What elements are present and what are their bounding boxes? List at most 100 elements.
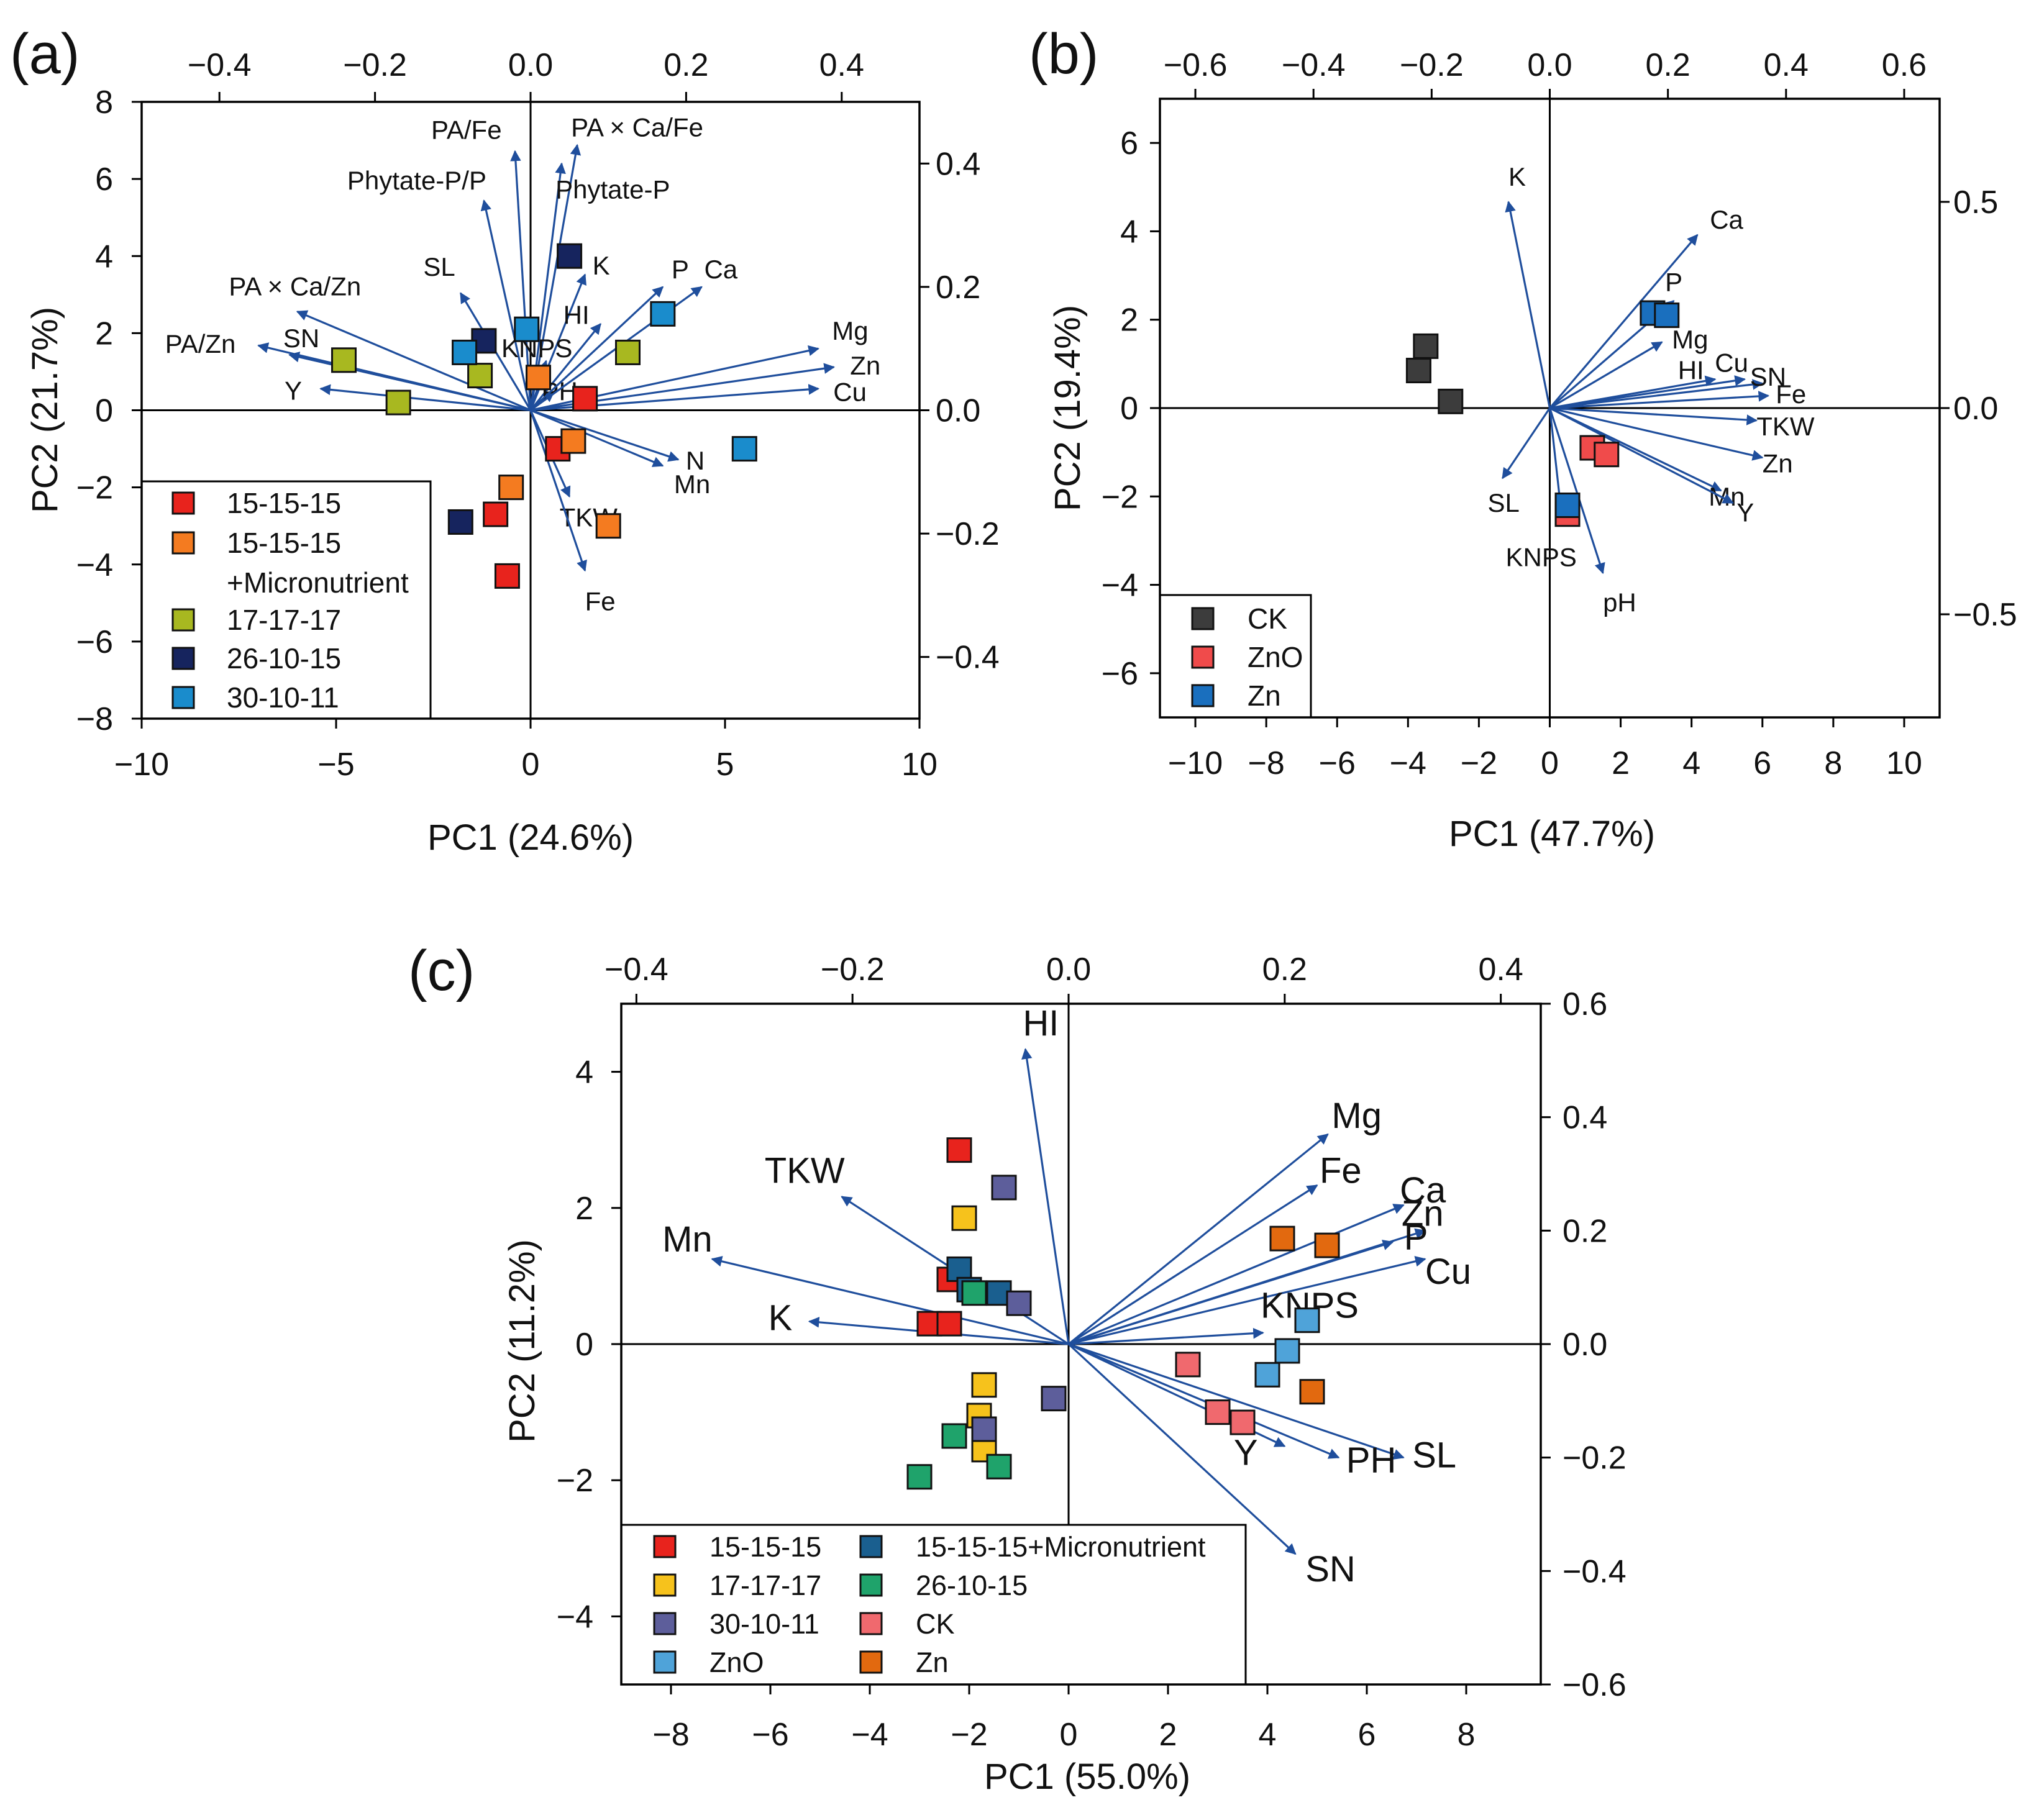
panel-a-legend-label: 26-10-15 (227, 642, 341, 675)
panel-b-loading-label: SL (1487, 488, 1519, 517)
panel-a-score-point (557, 243, 583, 269)
panel-c-score-point (946, 1137, 972, 1163)
panel-b-score-point (1405, 358, 1431, 384)
panel-b-loading-arrow (1549, 407, 1758, 425)
panel-a-loading-arrow (319, 384, 531, 412)
panel-a-x-tick-label: 0 (522, 747, 540, 783)
panel-c-loading-label: TKW (765, 1151, 845, 1191)
panel-a-score-point (514, 316, 540, 342)
panel-a-score-point (526, 365, 552, 391)
panel-c-loading-label: Zn (1402, 1193, 1444, 1234)
panel-a-right-tick-label: 0.0 (936, 393, 980, 429)
panel-a-score-point (560, 428, 586, 454)
panel-a-loading-label: Zn (850, 351, 880, 380)
panel-c-x-tick-label: −8 (652, 1717, 689, 1753)
panel-b-loading-label: Mg (1672, 325, 1708, 354)
panel-a-loading-label: Phytate-P (555, 175, 670, 204)
panel-b-y-tick-label: −6 (1102, 656, 1138, 692)
panel-c-right-tick-label: 0.6 (1563, 986, 1607, 1022)
panel-a-score-point (385, 389, 411, 416)
panel-c-top-tick-label: −0.2 (821, 952, 885, 988)
panel-b-x-tick-label: 6 (1753, 745, 1771, 781)
panel-c-y-tick-label: 2 (575, 1191, 593, 1227)
panel-a-legend-swatch (171, 647, 195, 670)
panel-c-score-point (906, 1464, 933, 1490)
panel-a-legend-swatch (171, 608, 195, 632)
panel-b-legend: CK ZnO Zn (1159, 594, 1312, 719)
panel-c-legend-label: ZnO (709, 1647, 764, 1678)
panel-a-y-tick-label: −6 (76, 624, 113, 660)
panel-c-x-tick-label: 4 (1259, 1717, 1277, 1753)
panel-a-loading-arrow (529, 286, 664, 411)
panel-b-right-tick-label: −0.5 (1953, 597, 2017, 633)
panel-c-score-point (1175, 1352, 1201, 1378)
panel-a-loading-label: Mn (674, 470, 710, 499)
panel-b-top-tick-label: 0.2 (1646, 47, 1690, 83)
panel-b-legend-label: ZnO (1248, 641, 1303, 673)
panel-b-y-tick-label: 4 (1120, 214, 1138, 250)
panel-a-loading-label: PA × Ca/Fe (571, 113, 703, 142)
panel-c-loading-label: Y (1234, 1432, 1258, 1473)
panel-c-x-tick-label: 0 (1060, 1717, 1078, 1753)
panel-c-legend-swatch (859, 1650, 883, 1674)
panel-c-x-tick-label: −2 (951, 1717, 987, 1753)
panel-c-legend-swatch (653, 1573, 677, 1597)
panel-a-loading-label: PA × Ca/Zn (229, 272, 361, 301)
panel-a-right-tick-label: 0.2 (936, 270, 980, 306)
panel-b-loading-label: pH (1603, 588, 1636, 617)
panel-a-loading-label: P (672, 255, 689, 284)
panel-b-legend-label: CK (1248, 602, 1287, 635)
panel-b-x-tick-label: −4 (1390, 745, 1426, 781)
panel-a-loading-label: Y (285, 376, 302, 406)
panel-b-panel-label: (b) (1029, 22, 1098, 86)
panel-a-y-tick-label: 0 (95, 393, 113, 429)
panel-c-x-tick-label: −4 (851, 1717, 888, 1753)
panel-b-x-tick-label: 8 (1824, 745, 1842, 781)
panel-b-x-tick-label: −2 (1461, 745, 1497, 781)
panel-a-loading-label: Mg (832, 316, 868, 345)
panel-c-legend-label: 17-17-17 (709, 1570, 821, 1601)
panel-a-right-tick-label: −0.4 (936, 640, 1000, 676)
panel-c-legend-swatch (653, 1535, 677, 1558)
panel-c-score-point (941, 1423, 967, 1449)
panel-b-loading-label: Fe (1776, 380, 1806, 409)
panel-a-legend-label: +Micronutrient (227, 566, 409, 599)
panel-a-score-point (467, 363, 493, 389)
panel-a-x-axis-label: PC1 (24.6%) (427, 817, 634, 858)
panel-c-top-tick-label: 0.0 (1046, 952, 1091, 988)
panel-c-y-tick-label: 4 (575, 1055, 593, 1091)
panel-b-x-tick-label: 4 (1682, 745, 1700, 781)
panel-b-x-tick-label: 10 (1886, 745, 1922, 781)
panel-c-legend-label: 30-10-11 (709, 1608, 819, 1640)
panel-c-loading-arrow (1021, 1048, 1070, 1345)
panel-a-loading-arrow (529, 323, 601, 411)
panel-b-loading-label: SN (1750, 362, 1786, 391)
panel-b-loading-arrow (1549, 379, 1764, 409)
panel-b-loading-label: TKW (1756, 412, 1815, 441)
panel-a-loading-arrow (480, 199, 532, 411)
panel-c-score-point (1314, 1232, 1340, 1258)
panel-a-legend-label: 15-15-15 (227, 527, 341, 559)
panel-c-loading-arrow (1068, 1239, 1394, 1345)
panel-c-top-tick-label: 0.2 (1262, 952, 1307, 988)
panel-c-loading-arrow (1068, 1343, 1340, 1459)
panel-c-score-point (971, 1416, 997, 1442)
panel-c-score-point (1230, 1409, 1256, 1435)
panel-b-loading-arrow (1549, 407, 1734, 504)
panel-a-legend-swatch (171, 531, 195, 555)
panel-a-y-tick-label: −4 (76, 547, 113, 583)
panel-a-legend: 15-15-15 15-15-15 +Micronutrient 17-17-17 26… (140, 480, 432, 720)
panel-c-legend-swatch (859, 1535, 883, 1558)
panel-c-legend-swatch (653, 1650, 677, 1674)
panel-c-legend-label: 15-15-15 (709, 1531, 821, 1563)
panel-b-loading-arrow (1549, 341, 1663, 409)
panel-c-loading-label: PH (1346, 1440, 1397, 1481)
panel-c-loading-label: Ca (1400, 1170, 1446, 1211)
panel-a-loading-label: HI (563, 300, 590, 329)
panel-b-loading-label: KNPS (1506, 543, 1577, 572)
panel-a-top-tick-label: 0.2 (664, 47, 708, 83)
panel-a-score-point (494, 563, 520, 589)
panel-b-loading-arrow (1549, 234, 1699, 409)
